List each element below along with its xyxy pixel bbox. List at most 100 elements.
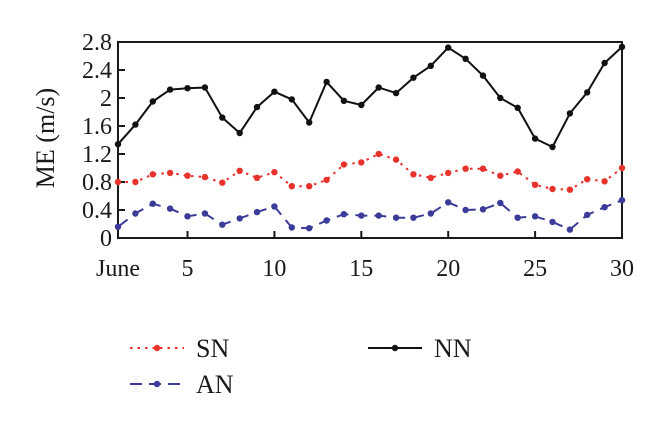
series-nn (114, 43, 626, 151)
data-point-nn (375, 84, 382, 91)
data-point-an (392, 214, 400, 221)
data-point-an (531, 213, 539, 220)
data-point-nn (566, 110, 574, 117)
data-point-an (184, 213, 191, 220)
data-point-an (514, 214, 521, 221)
data-point-sn (531, 181, 539, 188)
data-point-sn (375, 150, 382, 158)
data-point-nn (427, 62, 434, 69)
data-point-nn (497, 94, 504, 102)
data-point-sn (340, 161, 348, 168)
data-point-nn (340, 97, 348, 105)
data-point-an (566, 226, 574, 233)
data-point-an (584, 211, 591, 219)
series-line-sn (118, 153, 623, 191)
x-tick-label: 5 (182, 256, 194, 282)
series-line-nn (117, 46, 623, 148)
data-point-nn (201, 84, 209, 91)
data-point-sn (410, 171, 417, 178)
y-axis-title: ME (m/s) (31, 88, 60, 188)
legend-item-an: AN (130, 370, 234, 399)
data-point-sn (392, 156, 400, 163)
series-sn (114, 150, 626, 193)
data-point-nn (236, 129, 243, 137)
data-point-an (427, 210, 434, 217)
series-layer (114, 43, 626, 233)
data-point-sn (253, 174, 261, 181)
data-point-an (114, 223, 122, 230)
data-point-nn (149, 98, 156, 105)
data-point-nn (253, 103, 261, 111)
data-point-an (497, 199, 504, 207)
data-point-an (479, 206, 487, 213)
data-point-nn (184, 85, 191, 92)
legend-marker-sn (153, 344, 161, 352)
legend-item-sn: SN (130, 334, 229, 363)
data-point-sn (201, 173, 209, 181)
data-point-an (462, 206, 469, 214)
x-tick-label: June (96, 256, 140, 282)
data-point-nn (132, 121, 139, 128)
y-tick-label: 1.6 (82, 114, 112, 140)
data-point-sn (166, 169, 174, 177)
data-point-sn (236, 167, 243, 174)
data-point-an (323, 217, 330, 224)
data-point-sn (445, 169, 452, 177)
data-point-nn (445, 44, 452, 51)
data-point-an (288, 224, 295, 231)
legend-marker-an (153, 380, 161, 388)
data-point-sn (566, 186, 574, 193)
x-tick-label: 10 (262, 256, 286, 282)
data-point-nn (462, 55, 469, 62)
y-tick-label: 2.8 (82, 30, 112, 56)
data-point-an (601, 204, 608, 211)
data-point-nn (271, 88, 278, 95)
data-point-sn (114, 178, 122, 186)
data-point-an (201, 210, 209, 217)
legend: SN AN NN (130, 334, 472, 399)
data-point-sn (132, 178, 139, 186)
data-point-an (219, 221, 226, 228)
data-point-an (358, 212, 365, 219)
x-tick-label: 25 (523, 256, 547, 282)
data-point-nn (114, 141, 122, 148)
data-point-nn (584, 89, 591, 96)
y-tick-label: 0 (100, 226, 112, 252)
legend-item-nn: NN (368, 334, 472, 363)
x-tick-label: 15 (349, 256, 373, 282)
data-point-nn (531, 135, 539, 142)
data-point-sn (601, 178, 608, 185)
legend-label-nn: NN (434, 334, 472, 363)
data-point-nn (618, 43, 626, 51)
data-point-sn (514, 168, 521, 175)
data-point-nn (392, 89, 400, 97)
plot-area-frame (117, 41, 623, 239)
data-point-sn (149, 171, 156, 178)
data-point-an (410, 214, 417, 221)
data-point-nn (219, 114, 226, 121)
y-tick-label: 0.8 (82, 170, 112, 196)
data-point-an (132, 210, 139, 217)
data-point-an (618, 197, 626, 204)
data-point-an (340, 211, 348, 218)
data-point-nn (514, 104, 521, 112)
data-point-sn (271, 169, 278, 176)
data-point-nn (288, 96, 295, 103)
y-tick-label: 2.4 (82, 58, 112, 84)
data-point-nn (358, 101, 365, 109)
data-point-an (306, 225, 313, 232)
data-point-sn (479, 165, 487, 172)
data-point-an (149, 200, 156, 207)
legend-label-sn: SN (196, 334, 229, 363)
data-point-an (271, 203, 278, 210)
data-point-nn (323, 78, 330, 86)
data-point-sn (219, 179, 226, 186)
x-tick-label: 30 (610, 256, 634, 282)
data-point-an (549, 218, 556, 226)
data-point-nn (306, 119, 313, 126)
data-point-sn (288, 183, 295, 190)
y-tick-label: 2 (100, 86, 112, 112)
y-tick-label: 1.2 (82, 142, 112, 168)
data-point-sn (462, 165, 469, 172)
